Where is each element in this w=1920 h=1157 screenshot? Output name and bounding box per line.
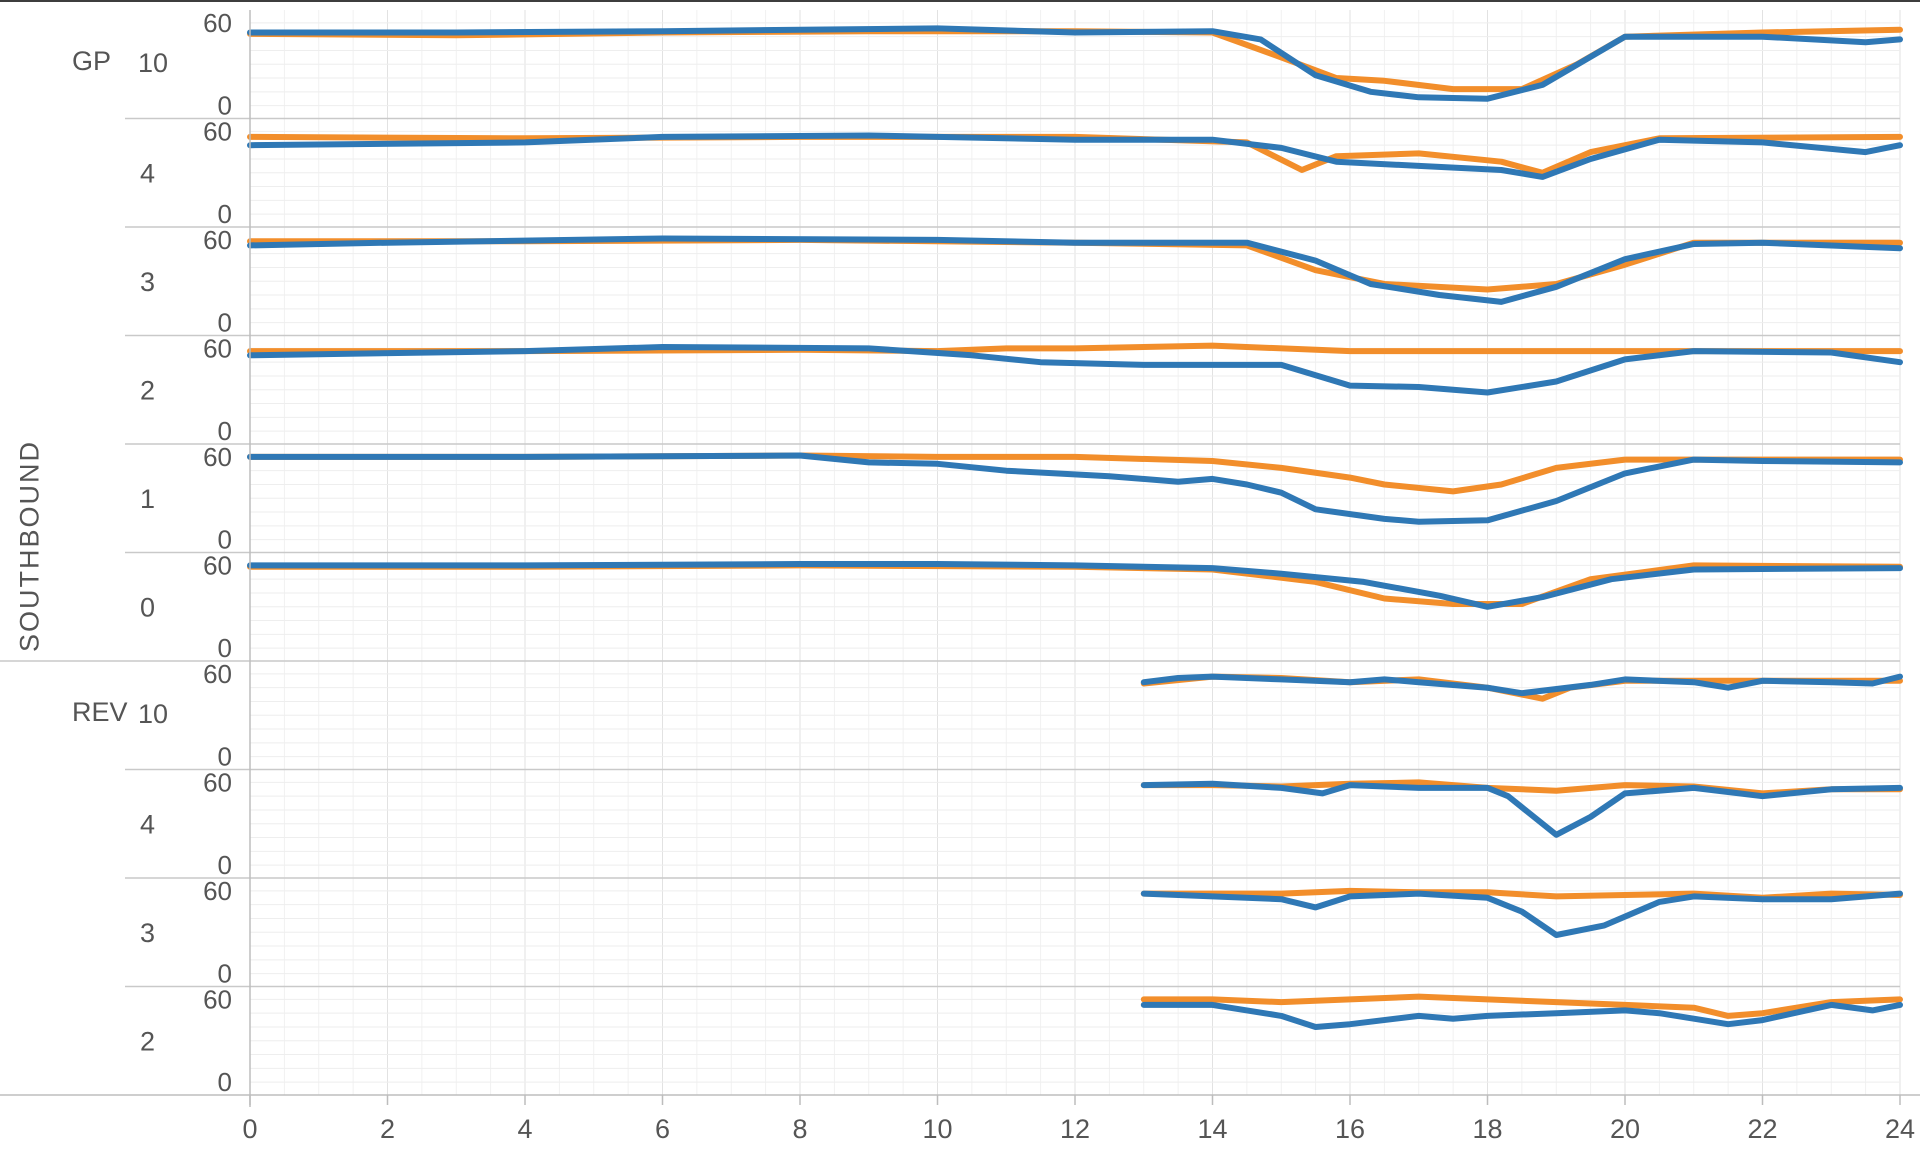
y-tick-label: 60 [203, 550, 232, 580]
y-tick-label: 60 [203, 876, 232, 906]
series-line-orange [1140, 993, 1903, 1019]
x-tick-label: 6 [655, 1114, 670, 1144]
direction-label: SOUTHBOUND [14, 439, 45, 653]
y-tick-label: 60 [203, 767, 232, 797]
group-label: GP [72, 46, 111, 76]
lane-label: 10 [138, 48, 168, 78]
y-tick-label: 0 [218, 742, 232, 772]
lane-label: 2 [140, 1027, 155, 1057]
y-tick-label: 60 [203, 8, 232, 38]
series-line-blue [1140, 673, 1903, 697]
y-tick-label: 0 [218, 1067, 232, 1097]
x-tick-label: 12 [1060, 1114, 1090, 1144]
series-line-blue [247, 344, 1903, 396]
x-tick-label: 4 [517, 1114, 532, 1144]
lane-label: 1 [140, 484, 155, 514]
series-line-blue [1140, 1001, 1903, 1030]
lane-label: 10 [138, 699, 168, 729]
y-tick-label: 0 [218, 633, 232, 663]
x-tick-label: 0 [242, 1114, 257, 1144]
group-label: REV [72, 697, 128, 727]
y-tick-label: 0 [218, 850, 232, 880]
y-tick-label: 60 [203, 116, 232, 146]
series-line-blue [1140, 890, 1903, 938]
y-tick-label: 0 [218, 199, 232, 229]
x-tick-label: 22 [1747, 1114, 1777, 1144]
series-line-blue [247, 235, 1903, 305]
y-tick-label: 60 [203, 442, 232, 472]
x-tick-label: 24 [1885, 1114, 1915, 1144]
series-line-blue [247, 452, 1903, 525]
lane-label: 3 [140, 267, 155, 297]
lane-label: 3 [140, 918, 155, 948]
x-tick-label: 16 [1335, 1114, 1365, 1144]
series-line-blue [1140, 780, 1903, 838]
x-tick-label: 14 [1197, 1114, 1227, 1144]
lane-label: 4 [140, 159, 155, 189]
x-tick-label: 20 [1610, 1114, 1640, 1144]
series-line-blue [247, 561, 1903, 610]
x-tick-label: 10 [922, 1114, 952, 1144]
series-line-blue [247, 25, 1903, 102]
y-tick-label: 60 [203, 984, 232, 1014]
y-tick-label: 0 [218, 416, 232, 446]
x-tick-label: 8 [792, 1114, 807, 1144]
x-tick-label: 18 [1472, 1114, 1502, 1144]
y-tick-label: 0 [218, 525, 232, 555]
series-line-blue [247, 132, 1903, 180]
frame-top-border [0, 0, 1920, 2]
y-tick-label: 60 [203, 333, 232, 363]
x-tick-label: 2 [380, 1114, 395, 1144]
y-tick-label: 60 [203, 659, 232, 689]
y-tick-label: 0 [218, 308, 232, 338]
lane-label: 0 [140, 593, 155, 623]
lane-label: 2 [140, 376, 155, 406]
lane-label: 4 [140, 810, 155, 840]
y-tick-label: 60 [203, 225, 232, 255]
y-tick-label: 0 [218, 91, 232, 121]
y-tick-label: 0 [218, 959, 232, 989]
